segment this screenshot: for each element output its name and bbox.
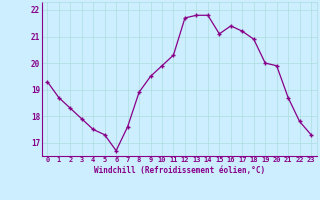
X-axis label: Windchill (Refroidissement éolien,°C): Windchill (Refroidissement éolien,°C) <box>94 166 265 175</box>
